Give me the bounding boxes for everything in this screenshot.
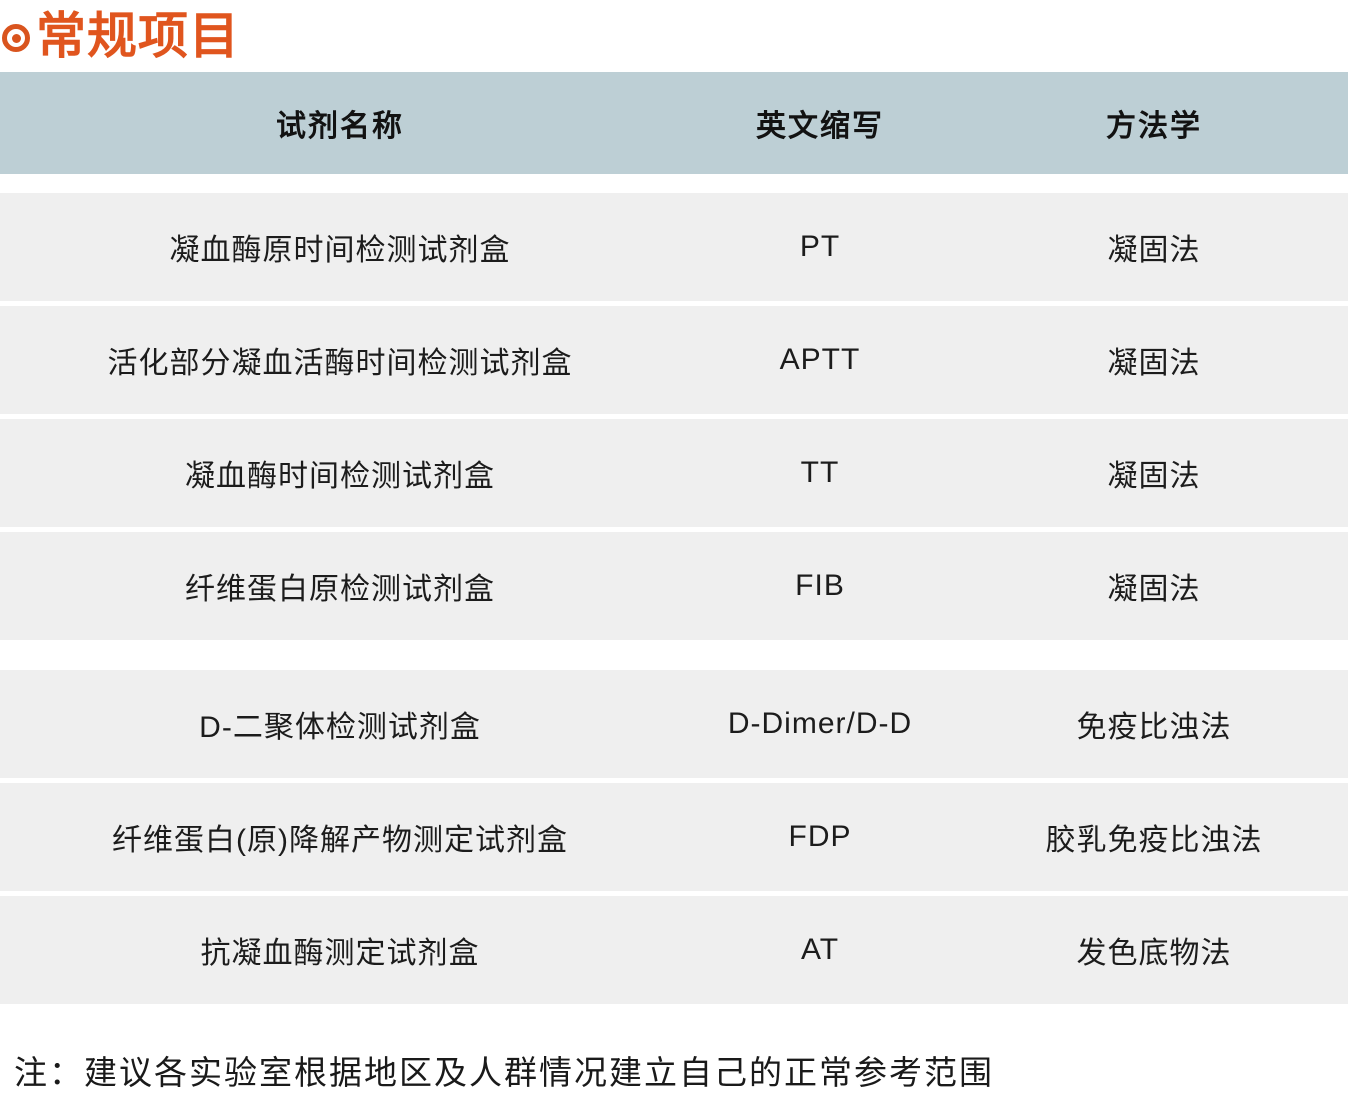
cell-reagent-name: 凝血酶时间检测试剂盒 bbox=[0, 419, 680, 527]
cell-abbreviation: FIB bbox=[680, 532, 960, 640]
cell-abbreviation: AT bbox=[680, 896, 960, 1004]
table-row: 纤维蛋白(原)降解产物测定试剂盒 FDP 胶乳免疫比浊法 bbox=[0, 783, 1348, 891]
table-row: 凝血酶原时间检测试剂盒 PT 凝固法 bbox=[0, 193, 1348, 301]
table-row: 活化部分凝血活酶时间检测试剂盒 APTT 凝固法 bbox=[0, 306, 1348, 414]
row-spacer bbox=[0, 778, 1348, 783]
table-header-row: 试剂名称 英文缩写 方法学 bbox=[0, 72, 1348, 174]
row-spacer bbox=[0, 527, 1348, 532]
cell-reagent-name: 抗凝血酶测定试剂盒 bbox=[0, 896, 680, 1004]
cell-abbreviation: FDP bbox=[680, 783, 960, 891]
row-spacer bbox=[0, 414, 1348, 419]
cell-methodology: 凝固法 bbox=[960, 306, 1348, 414]
table-row: 抗凝血酶测定试剂盒 AT 发色底物法 bbox=[0, 896, 1348, 1004]
cell-methodology: 凝固法 bbox=[960, 532, 1348, 640]
column-header-method: 方法学 bbox=[960, 72, 1348, 174]
row-spacer bbox=[0, 301, 1348, 306]
cell-methodology: 胶乳免疫比浊法 bbox=[960, 783, 1348, 891]
column-header-name: 试剂名称 bbox=[0, 72, 680, 174]
cell-reagent-name: 纤维蛋白(原)降解产物测定试剂盒 bbox=[0, 783, 680, 891]
cell-methodology: 发色底物法 bbox=[960, 896, 1348, 1004]
table-row: 纤维蛋白原检测试剂盒 FIB 凝固法 bbox=[0, 532, 1348, 640]
row-spacer bbox=[0, 891, 1348, 896]
page-title: 常规项目 bbox=[0, 0, 1348, 72]
reagent-table: 试剂名称 英文缩写 方法学 凝血酶原时间检测试剂盒 PT 凝固法 活化部分凝血活… bbox=[0, 72, 1348, 1004]
table-row: D-二聚体检测试剂盒 D-Dimer/D-D 免疫比浊法 bbox=[0, 640, 1348, 778]
table-body: 凝血酶原时间检测试剂盒 PT 凝固法 活化部分凝血活酶时间检测试剂盒 APTT … bbox=[0, 174, 1348, 1004]
cell-methodology: 凝固法 bbox=[960, 419, 1348, 527]
cell-reagent-name: 纤维蛋白原检测试剂盒 bbox=[0, 532, 680, 640]
header-gap bbox=[0, 174, 1348, 193]
cell-abbreviation: APTT bbox=[680, 306, 960, 414]
cell-abbreviation: D-Dimer/D-D bbox=[680, 640, 960, 778]
cell-abbreviation: PT bbox=[680, 193, 960, 301]
table-row: 凝血酶时间检测试剂盒 TT 凝固法 bbox=[0, 419, 1348, 527]
cell-methodology: 免疫比浊法 bbox=[960, 640, 1348, 778]
footnote: 注：建议各实验室根据地区及人群情况建立自己的正常参考范围 bbox=[14, 1056, 994, 1092]
cell-methodology: 凝固法 bbox=[960, 193, 1348, 301]
column-header-abbr: 英文缩写 bbox=[680, 72, 960, 174]
bullseye-icon bbox=[2, 24, 30, 52]
page-title-label: 常规项目 bbox=[36, 8, 240, 64]
cell-abbreviation: TT bbox=[680, 419, 960, 527]
cell-reagent-name: 凝血酶原时间检测试剂盒 bbox=[0, 193, 680, 301]
cell-reagent-name: 活化部分凝血活酶时间检测试剂盒 bbox=[0, 306, 680, 414]
cell-reagent-name: D-二聚体检测试剂盒 bbox=[0, 640, 680, 778]
